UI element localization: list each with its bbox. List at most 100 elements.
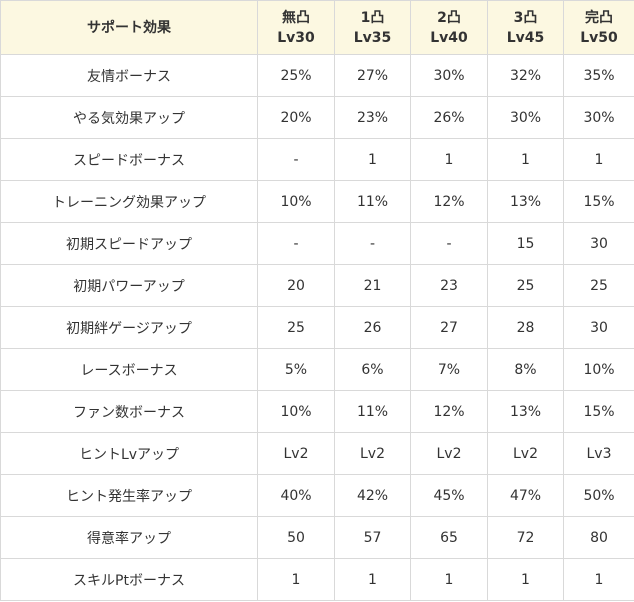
row-label: やる気効果アップ — [0, 96, 258, 139]
table-row: レースボーナス 5% 6% 7% 8% 10% — [0, 348, 634, 391]
header-line1: 無凸 — [282, 9, 310, 26]
row-label: 得意率アップ — [0, 516, 258, 559]
value-cell: 1 — [563, 138, 634, 181]
value-cell: 65 — [410, 516, 488, 559]
header-line2: Lv40 — [430, 29, 468, 46]
row-label: ヒント発生率アップ — [0, 474, 258, 517]
header-line2: Lv45 — [506, 29, 545, 46]
value-cell: 30 — [563, 306, 634, 349]
value-cell: 1 — [410, 558, 488, 601]
table-header: サポート効果 無凸 Lv30 1凸 Lv35 2凸 Lv40 3凸 Lv45 完… — [0, 0, 634, 55]
value-cell: 1 — [257, 558, 335, 601]
header-level-col: 2凸 Lv40 — [410, 0, 488, 55]
value-cell: - — [334, 222, 411, 265]
header-line1: 2凸 — [437, 9, 461, 26]
value-cell: 12% — [410, 180, 488, 223]
table-row: スピードボーナス -1 1 1 1 — [0, 138, 634, 181]
value-cell: 25% — [257, 54, 335, 97]
value-cell: 1 — [334, 138, 411, 181]
header-line2: Lv50 — [580, 29, 618, 46]
value-cell: 1 — [410, 138, 488, 181]
row-label: ヒントLvアップ — [0, 432, 258, 475]
value-cell: 6% — [334, 348, 411, 391]
header-level-col: 無凸 Lv30 — [257, 0, 335, 55]
value-cell: Lv2 — [410, 432, 488, 475]
row-label: レースボーナス — [0, 348, 258, 391]
value-cell: 40% — [257, 474, 335, 517]
table-row: やる気効果アップ 20% 23% 26% 30% 30% — [0, 96, 634, 139]
table-row: トレーニング効果アップ 10% 11% 12% 13% 15% — [0, 180, 634, 223]
value-cell: 20 — [257, 264, 335, 307]
value-cell: Lv2 — [487, 432, 564, 475]
value-cell: 30% — [487, 96, 564, 139]
value-cell: 50 — [257, 516, 335, 559]
row-label: 初期パワーアップ — [0, 264, 258, 307]
value-cell: 50% — [563, 474, 634, 517]
value-cell: 7% — [410, 348, 488, 391]
value-cell: 10% — [257, 180, 335, 223]
table-row: ファン数ボーナス 10% 11% 12% 13% 15% — [0, 390, 634, 433]
value-cell: 72 — [487, 516, 564, 559]
row-label: スキルPtボーナス — [0, 558, 258, 601]
value-cell: 15% — [563, 390, 634, 433]
value-cell: - — [257, 138, 335, 181]
table-body: 友情ボーナス 25% 27% 30% 32% 35% やる気効果アップ 20% 23% 26% 30… — [0, 54, 634, 601]
row-label: ファン数ボーナス — [0, 390, 258, 433]
row-label: トレーニング効果アップ — [0, 180, 258, 223]
header-line1: 完凸 — [585, 9, 613, 26]
value-cell: 15% — [563, 180, 634, 223]
header-line1: 3凸 — [513, 9, 538, 26]
table-row: 初期スピードアップ - - -15 30 — [0, 222, 634, 265]
table-row: 得意率アップ 50 57 65 72 80 — [0, 516, 634, 559]
value-cell: Lv3 — [563, 432, 634, 475]
row-label: スピードボーナス — [0, 138, 258, 181]
row-label: 友情ボーナス — [0, 54, 258, 97]
header-level-col: 3凸 Lv45 — [487, 0, 564, 55]
table-row: ヒント発生率アップ 40% 42% 45% 47% 50% — [0, 474, 634, 517]
value-cell: 57 — [334, 516, 411, 559]
value-cell: 23 — [410, 264, 488, 307]
value-cell: Lv2 — [257, 432, 335, 475]
value-cell: 25 — [563, 264, 634, 307]
value-cell: 25 — [487, 264, 564, 307]
header-level-col: 1凸 Lv35 — [334, 0, 411, 55]
value-cell: 20% — [257, 96, 335, 139]
value-cell: 12% — [410, 390, 488, 433]
table-row: 初期パワーアップ 20 21 23 25 25 — [0, 264, 634, 307]
value-cell: 25 — [257, 306, 335, 349]
value-cell: 30% — [410, 54, 488, 97]
value-cell: 21 — [334, 264, 411, 307]
value-cell: 5% — [257, 348, 335, 391]
value-cell: 13% — [487, 180, 564, 223]
value-cell: 26 — [334, 306, 411, 349]
value-cell: - — [257, 222, 335, 265]
value-cell: 1 — [487, 558, 564, 601]
table-row: ヒントLvアップ Lv2 Lv2 Lv2 Lv2 Lv3 — [0, 432, 634, 475]
value-cell: 11% — [334, 390, 411, 433]
value-cell: 47% — [487, 474, 564, 517]
value-cell: 11% — [334, 180, 411, 223]
table-row: スキルPtボーナス 1 1 1 1 1 — [0, 558, 634, 601]
header-row: サポート効果 無凸 Lv30 1凸 Lv35 2凸 Lv40 3凸 Lv45 完… — [0, 0, 634, 55]
table-row: 初期絆ゲージアップ 25 26 27 28 30 — [0, 306, 634, 349]
value-cell: 27 — [410, 306, 488, 349]
row-label: 初期スピードアップ — [0, 222, 258, 265]
value-cell: 26% — [410, 96, 488, 139]
header-support-effect: サポート効果 — [0, 0, 258, 55]
value-cell: 32% — [487, 54, 564, 97]
value-cell: 13% — [487, 390, 564, 433]
value-cell: 1 — [487, 138, 564, 181]
value-cell: 45% — [410, 474, 488, 517]
table-row: 友情ボーナス 25% 27% 30% 32% 35% — [0, 54, 634, 97]
value-cell: 23% — [334, 96, 411, 139]
value-cell: 15 — [487, 222, 564, 265]
value-cell: Lv2 — [334, 432, 411, 475]
value-cell: 30 — [563, 222, 634, 265]
value-cell: 10% — [257, 390, 335, 433]
value-cell: 30% — [563, 96, 634, 139]
value-cell: 8% — [487, 348, 564, 391]
value-cell: 27% — [334, 54, 411, 97]
value-cell: 35% — [563, 54, 634, 97]
value-cell: 28 — [487, 306, 564, 349]
